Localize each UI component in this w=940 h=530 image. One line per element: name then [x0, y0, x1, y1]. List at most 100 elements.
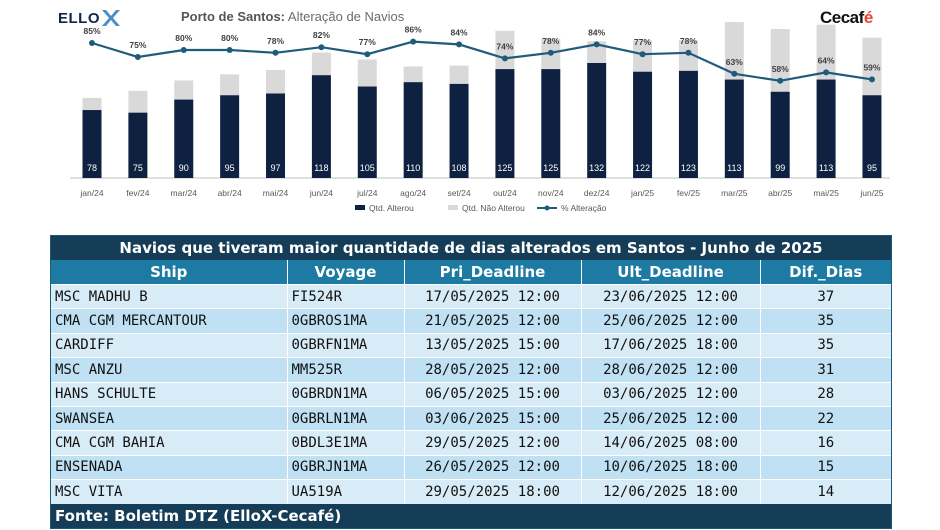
- cell-ult-deadline: 14/06/2025 08:00: [581, 430, 761, 456]
- cell-pri-deadline: 17/05/2025 12:00: [404, 283, 582, 309]
- cell-dif-dias: 31: [760, 357, 891, 383]
- bar-not-altered: [816, 24, 836, 80]
- x-tick-label: mar/25: [721, 188, 748, 198]
- bar-altered: [174, 99, 194, 178]
- cell-ult-deadline: 10/06/2025 18:00: [581, 454, 761, 480]
- pct-value-label: 84%: [588, 27, 605, 37]
- bar-altered: [816, 79, 836, 178]
- cecafe-logo-main: Cecaf: [820, 8, 864, 27]
- bar-value-label: 97: [271, 163, 281, 173]
- pct-point: [89, 40, 95, 46]
- bar-value-label: 125: [497, 163, 512, 173]
- cell-dif-dias: 16: [760, 430, 891, 456]
- x-tick-label: abr/24: [218, 188, 242, 198]
- x-tick-label: jun/24: [309, 188, 333, 198]
- table-row: HANS SCHULTE 0GBRDN1MA 06/05/2025 15:00 03/…: [51, 381, 891, 407]
- bar-altered: [449, 83, 469, 178]
- bar-value-label: 123: [681, 163, 696, 173]
- cell-voyage: 0GBRFN1MA: [287, 332, 405, 358]
- pct-point: [777, 77, 784, 84]
- pct-value-label: 59%: [863, 62, 880, 72]
- cell-pri-deadline: 13/05/2025 15:00: [404, 332, 582, 358]
- table-title: Navios que tiveram maior quantidade de d…: [51, 236, 891, 260]
- bar-altered: [128, 112, 148, 178]
- cell-pri-deadline: 26/05/2025 12:00: [404, 454, 582, 480]
- pct-value-label: 77%: [634, 37, 651, 47]
- x-tick-label: dez/24: [584, 188, 610, 198]
- bar-not-altered: [311, 52, 331, 76]
- bar-altered: [862, 95, 882, 178]
- cell-voyage: 0GBRJN1MA: [287, 454, 405, 480]
- pct-value-label: 58%: [772, 64, 789, 74]
- bar-not-altered: [449, 65, 469, 84]
- x-tick-label: jun/25: [859, 188, 883, 198]
- x-tick-label: ago/24: [400, 188, 426, 198]
- pct-point: [868, 76, 875, 83]
- cell-dif-dias: 35: [760, 332, 891, 358]
- x-tick-label: abr/25: [768, 188, 792, 198]
- bar-value-label: 110: [406, 163, 420, 173]
- table-row: CMA CGM BAHIA 0BDL3E1MA 29/05/2025 12:00 14…: [51, 430, 891, 456]
- pct-point: [180, 47, 187, 53]
- cell-ship: SWANSEA: [51, 405, 288, 431]
- pct-point: [364, 51, 371, 58]
- cell-ship: CARDIFF: [51, 332, 288, 358]
- x-tick-label: mai/24: [263, 188, 289, 198]
- cell-voyage: 0BDL3E1MA: [287, 430, 405, 456]
- cell-ult-deadline: 12/06/2025 18:00: [581, 479, 761, 504]
- pct-value-label: 63%: [726, 57, 743, 67]
- legend-label-pct: % Alteração: [561, 203, 607, 213]
- bar-not-altered: [587, 41, 607, 64]
- bar-altered: [587, 63, 607, 178]
- cell-pri-deadline: 03/06/2025 15:00: [404, 405, 582, 431]
- ellox-logo-text: ELLO: [58, 9, 100, 27]
- cell-ship: MSC MADHU B: [51, 283, 288, 309]
- cell-ult-deadline: 25/06/2025 12:00: [581, 405, 761, 431]
- x-tick-label: jul/24: [356, 188, 378, 198]
- legend-label-not-altered: Qtd. Não Alterou: [462, 203, 525, 213]
- pct-value-label: 80%: [221, 33, 238, 43]
- cell-ship: ENSENADA: [51, 454, 288, 480]
- bar-value-label: 78: [87, 163, 97, 173]
- cell-pri-deadline: 29/05/2025 18:00: [404, 479, 582, 504]
- x-tick-label: mai/25: [813, 188, 839, 198]
- bar-not-altered: [266, 69, 286, 94]
- legend-swatch-pct-point: [544, 205, 550, 211]
- cell-ult-deadline: 23/06/2025 12:00: [581, 283, 761, 309]
- pct-point: [456, 41, 463, 48]
- cell-dif-dias: 15: [760, 454, 891, 480]
- x-tick-label: nov/24: [538, 188, 564, 198]
- bar-not-altered: [862, 37, 882, 96]
- pct-point: [823, 69, 830, 76]
- bar-value-label: 122: [635, 163, 650, 173]
- bar-value-label: 118: [314, 163, 328, 173]
- cell-voyage: MM525R: [287, 357, 405, 383]
- cell-pri-deadline: 21/05/2025 12:00: [404, 308, 582, 334]
- table-header-row: Ship Voyage Pri_Deadline Ult_Deadline Di…: [51, 260, 891, 285]
- cell-ship: CMA CGM MERCANTOUR: [51, 308, 288, 334]
- cell-ship: MSC ANZU: [51, 357, 288, 383]
- cell-ult-deadline: 28/06/2025 12:00: [581, 357, 761, 383]
- x-tick-label: set/24: [447, 188, 470, 198]
- chart-title-rest: Alteração de Navios: [287, 9, 405, 24]
- bar-not-altered: [82, 97, 102, 111]
- x-tick-label: out/24: [493, 188, 517, 198]
- cell-dif-dias: 37: [760, 283, 891, 309]
- table-row: SWANSEA 0GBRLN1MA 03/06/2025 15:00 25/06/20…: [51, 405, 891, 431]
- combo-chart: 78 jan/24 75 fev/24 90 mar/24 95 abr/24 97 mai/24…: [70, 22, 890, 213]
- pct-value-label: 85%: [83, 26, 100, 36]
- pct-point: [685, 49, 692, 56]
- column-header-ship: Ship: [51, 260, 288, 285]
- table-row: ENSENADA 0GBRJN1MA 26/05/2025 12:00 10/06/2…: [51, 454, 891, 480]
- x-tick-label: mar/24: [171, 188, 198, 198]
- cell-ship: CMA CGM BAHIA: [51, 430, 288, 456]
- x-tick-label: jan/24: [79, 188, 103, 198]
- cell-voyage: 0GBROS1MA: [287, 308, 405, 334]
- pct-value-label: 78%: [267, 36, 284, 46]
- bar-not-altered: [220, 74, 240, 96]
- cell-ship: MSC VITA: [51, 479, 288, 504]
- ellox-x-icon: [102, 10, 120, 26]
- ships-table: Ship Voyage Pri_Deadline Ult_Deadline Di…: [51, 260, 891, 504]
- pct-value-label: 74%: [496, 41, 513, 51]
- bar-altered: [403, 82, 423, 178]
